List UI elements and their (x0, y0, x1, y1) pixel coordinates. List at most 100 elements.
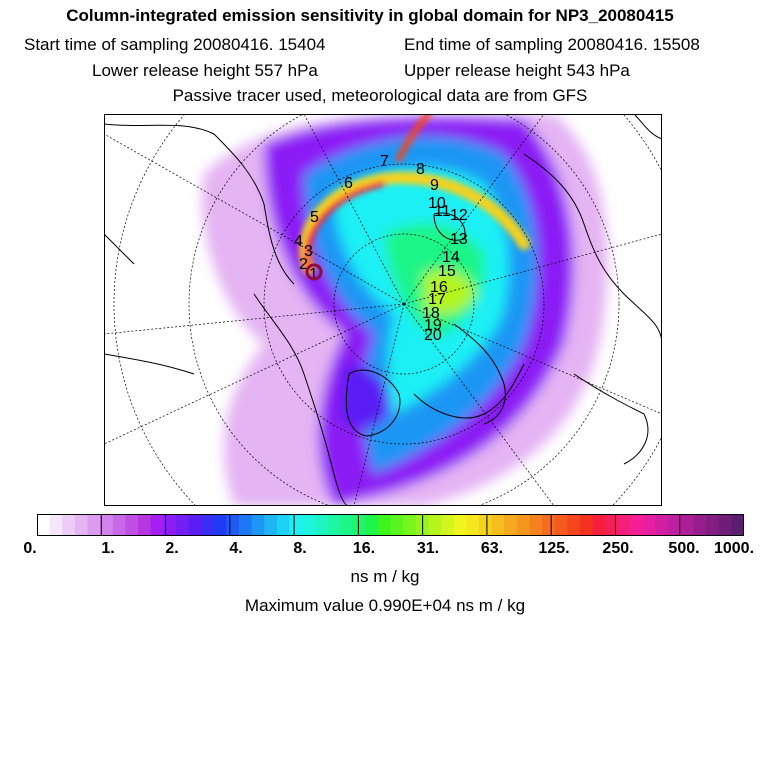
trajectory-labels: 1 2 3 4 5 6 7 8 9 10 11 12 13 14 15 16 1… (294, 153, 468, 344)
track-label: 16 (430, 279, 448, 296)
colorbar-swatch (529, 514, 543, 536)
track-label: 4 (294, 233, 303, 250)
colorbar-swatch (441, 514, 455, 536)
colorbar-swatch (491, 514, 505, 536)
colorbar-tick-label: 4. (229, 540, 243, 557)
track-label: 18 (422, 305, 440, 322)
track-label: 7 (380, 153, 389, 170)
track-label: 14 (442, 249, 460, 266)
colorbar-tick-label: 1. (101, 540, 115, 557)
track-label: 12 (450, 207, 468, 224)
end-time-text: End time of sampling 20080416. 15508 (404, 35, 700, 54)
colorbar-tick-label: 0. (23, 540, 37, 557)
colorbar-swatch (731, 514, 744, 536)
colorbar-swatch (74, 514, 89, 536)
colorbar-swatch (188, 514, 202, 536)
track-label: 10 (428, 195, 446, 212)
track-label: 2 (299, 256, 308, 273)
plume (299, 114, 530, 275)
colorbar-swatch (62, 514, 76, 536)
maximum-value-text: Maximum value 0.990E+04 ns m / kg (244, 596, 526, 615)
release-point-marker (305, 263, 323, 281)
graticule (104, 114, 662, 506)
track-label: 1 (309, 266, 318, 283)
coastlines (104, 114, 662, 506)
sensitivity-map: 1 2 3 4 5 6 7 8 9 10 11 12 13 14 15 16 1… (104, 114, 662, 506)
track-label: 17 (428, 291, 446, 308)
colorbar-swatch (213, 514, 227, 536)
colorbar-tick-label: 31. (416, 540, 440, 557)
colorbar-tick-label: 8. (293, 540, 307, 557)
colorbar-swatch (276, 514, 291, 536)
colorbar-swatch (226, 514, 240, 536)
colorbar-swatch (138, 514, 152, 536)
colorbar-swatch (352, 514, 366, 536)
colorbar-swatch (542, 514, 556, 536)
track-label: 6 (344, 175, 353, 192)
colorbar-swatch (403, 514, 417, 536)
colorbar-tick-label: 16. (352, 540, 376, 557)
colorbar-swatch (289, 514, 303, 536)
colorbar-swatch (478, 514, 493, 536)
track-label: 15 (438, 263, 456, 280)
colorbar-swatch (693, 514, 707, 536)
colorbar-swatch (668, 514, 682, 536)
track-label: 3 (304, 243, 313, 260)
colorbar-swatch (239, 514, 253, 536)
colorbar-swatch (592, 514, 606, 536)
colorbar-swatch (390, 514, 404, 536)
colorbar-swatch (314, 514, 328, 536)
colorbar-tick-label: 1000. (713, 540, 755, 557)
colorbar-swatch (340, 514, 354, 536)
colorbar-swatch (37, 514, 51, 536)
colorbar-swatch (504, 514, 518, 536)
colorbar-swatch (377, 514, 392, 536)
colorbar-swatch (579, 514, 594, 536)
track-label: 19 (424, 317, 442, 334)
colorbar-swatch (706, 514, 720, 536)
colorbar-swatch (251, 514, 265, 536)
colorbar-tick-label: 500. (668, 540, 700, 557)
track-label: 13 (450, 231, 468, 248)
colorbar-swatch (365, 514, 379, 536)
map-title: Column-integrated emission sensitivity i… (66, 6, 674, 25)
colorbar-swatch (680, 514, 695, 536)
track-label: 9 (430, 177, 439, 194)
colorbar-swatch (125, 514, 139, 536)
colorbar-swatch (453, 514, 467, 536)
colorbar-swatch (554, 514, 568, 536)
track-label: 5 (310, 209, 319, 226)
colorbar-swatch (466, 514, 480, 536)
colorbar-border (37, 514, 744, 536)
lower-height-text: Lower release height 557 hPa (92, 61, 318, 80)
colorbar-swatch (327, 514, 341, 536)
colorbar-swatch (630, 514, 644, 536)
colorbar-swatch (617, 514, 631, 536)
track-label: 11 (434, 203, 451, 220)
colorbar-swatch (567, 514, 581, 536)
colorbar-swatch (112, 514, 126, 536)
colorbar-tick-label: 2. (165, 540, 179, 557)
colorbar-tick-label: 63. (480, 540, 504, 557)
colorbar-swatch (87, 514, 101, 536)
unit-label: ns m / kg (350, 567, 420, 586)
track-label: 8 (416, 161, 425, 178)
colorbar-swatch (49, 514, 63, 536)
colorbar-swatch (163, 514, 177, 536)
colorbar-swatch (264, 514, 278, 536)
colorbar-swatch (428, 514, 442, 536)
colorbar-swatch (516, 514, 530, 536)
track-label: 20 (424, 327, 442, 344)
colorbar-swatch (100, 514, 114, 536)
colorbar (37, 514, 744, 536)
colorbar-swatch (655, 514, 669, 536)
colorbar-swatch (605, 514, 619, 536)
colorbar-swatch (643, 514, 657, 536)
colorbar-swatch (718, 514, 732, 536)
colorbar-swatch (175, 514, 190, 536)
colorbar-swatch (302, 514, 316, 536)
colorbar-tick-label: 250. (602, 540, 634, 557)
colorbar-tick-label: 125. (538, 540, 570, 557)
colorbar-swatch (150, 514, 164, 536)
upper-height-text: Upper release height 543 hPa (404, 61, 630, 80)
